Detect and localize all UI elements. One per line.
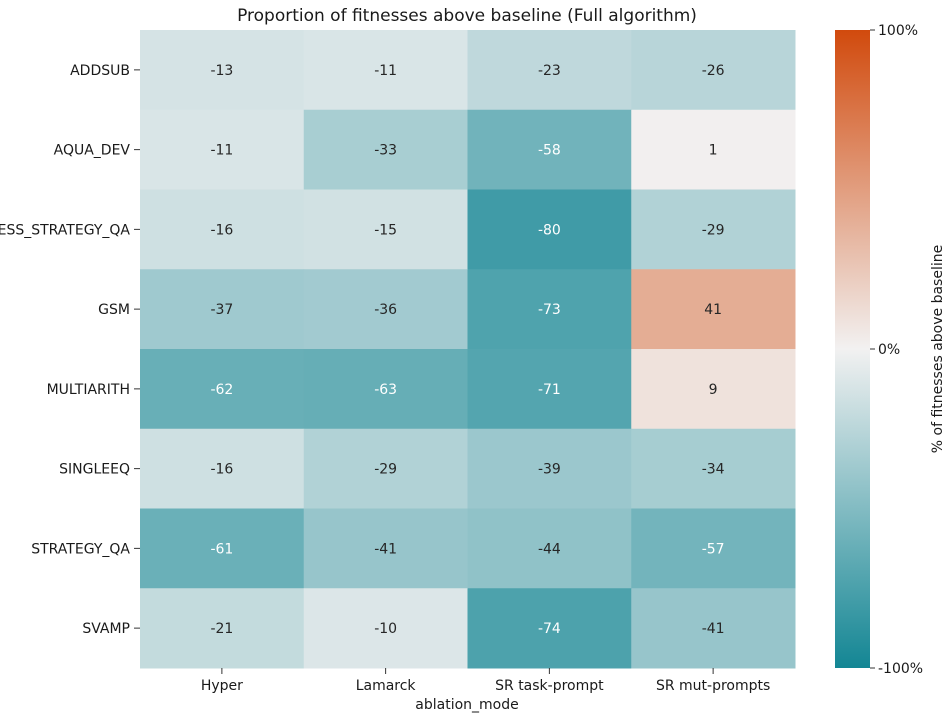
heatmap-cell [631, 189, 796, 270]
cell-value-label: -71 [538, 382, 561, 398]
heatmap-cell [140, 349, 305, 430]
cell-value-label: -37 [210, 302, 233, 318]
heatmap-cell [467, 109, 632, 190]
y-tick-label: ADDSUB [70, 63, 130, 79]
cell-value-label: -63 [374, 382, 397, 398]
cell-value-label: -41 [702, 621, 725, 637]
heatmap-cell [303, 269, 468, 350]
cell-value-label: -62 [210, 382, 233, 398]
cell-value-label: -13 [210, 63, 233, 79]
x-tick-label: SR mut-prompts [656, 678, 770, 694]
heatmap-cell [467, 30, 632, 111]
y-axis-labels: ADDSUB AQUA_DEV ESS_STRATEGY_QA GSM MULTIARI… [0, 63, 140, 637]
heatmap-cell [631, 269, 796, 350]
cell-value-label: -10 [374, 621, 397, 637]
cell-value-label: 41 [704, 302, 722, 318]
cell-value-label: -29 [374, 462, 397, 478]
cell-value-label: -80 [538, 222, 561, 238]
heatmap-cell [631, 30, 796, 111]
cell-value-label: -15 [374, 222, 397, 238]
heatmap-cell [303, 349, 468, 430]
colorbar-tick-label: 0% [878, 342, 900, 358]
heatmap-cell [467, 189, 632, 270]
heatmap-cell [140, 269, 305, 350]
heatmap-cell [303, 428, 468, 509]
x-tick-label: Lamarck [356, 678, 417, 694]
cell-value-label: -41 [374, 541, 397, 557]
heatmap-cell [303, 189, 468, 270]
cell-value-label: -29 [702, 222, 725, 238]
heatmap-cell [140, 109, 305, 190]
colorbar [835, 30, 870, 668]
heatmap-cell [467, 508, 632, 589]
y-tick-label: ESS_STRATEGY_QA [0, 222, 130, 238]
cell-value-label: -16 [210, 222, 233, 238]
heatmap-cell [631, 428, 796, 509]
heatmap-cell [303, 508, 468, 589]
heatmap-cell [631, 109, 796, 190]
cell-value-label: -33 [374, 143, 397, 159]
heatmap-cell [140, 428, 305, 509]
y-tick-label: GSM [98, 302, 130, 318]
heatmap-cell [467, 428, 632, 509]
heatmap-cell [467, 349, 632, 430]
cell-value-label: -74 [538, 621, 561, 637]
cell-value-label: -44 [538, 541, 561, 557]
heatmap-cell [467, 269, 632, 350]
colorbar-ticks: 100% 0% -100% [870, 23, 923, 677]
cell-value-label: -57 [702, 541, 725, 557]
heatmap-cell [467, 588, 632, 669]
cell-value-label: -36 [374, 302, 397, 318]
heatmap-cell [140, 508, 305, 589]
cell-value-label: -16 [210, 462, 233, 478]
heatmap-cell [631, 508, 796, 589]
heatmap-cell [140, 30, 305, 111]
cell-value-label: -39 [538, 462, 561, 478]
cell-value-label: -73 [538, 302, 561, 318]
y-tick-label: MULTIARITH [47, 382, 130, 398]
heatmap-cell [140, 189, 305, 270]
y-tick-label: STRATEGY_QA [31, 541, 130, 557]
heatmap-cell [303, 109, 468, 190]
heatmap-cell [303, 30, 468, 111]
cell-value-label: -11 [374, 63, 397, 79]
cell-value-label: 1 [709, 143, 718, 159]
cell-value-label: -21 [210, 621, 233, 637]
colorbar-tick-label: 100% [878, 23, 918, 39]
y-tick-label: AQUA_DEV [54, 143, 131, 159]
heatmap-cell [140, 588, 305, 669]
chart-title: Proportion of fitnesses above baseline (… [237, 6, 697, 26]
cell-value-label: -61 [210, 541, 233, 557]
y-tick-label: SVAMP [82, 621, 130, 637]
x-axis-labels: Hyper Lamarck SR task-prompt SR mut-prompts [201, 668, 770, 694]
colorbar-tick-label: -100% [878, 661, 923, 677]
y-tick-label: SINGLEEQ [59, 462, 130, 478]
cell-value-label: -58 [538, 143, 561, 159]
heatmap-cell [631, 588, 796, 669]
x-axis-title: ablation_mode [415, 697, 518, 713]
colorbar-label: % of fitnesses above baseline [930, 245, 945, 453]
cell-value-label: -26 [702, 63, 725, 79]
cell-value-label: 9 [709, 382, 718, 398]
heatmap-cells: -13 -11 -23 -26 -11 -33 -58 1 -16 -15 -80 -29 -37 -36… [140, 30, 796, 669]
heatmap-cell [303, 588, 468, 669]
cell-value-label: -11 [210, 143, 233, 159]
heatmap-cell [631, 349, 796, 430]
x-tick-label: SR task-prompt [495, 678, 604, 694]
cell-value-label: -23 [538, 63, 561, 79]
cell-value-label: -34 [702, 462, 725, 478]
x-tick-label: Hyper [201, 678, 243, 694]
